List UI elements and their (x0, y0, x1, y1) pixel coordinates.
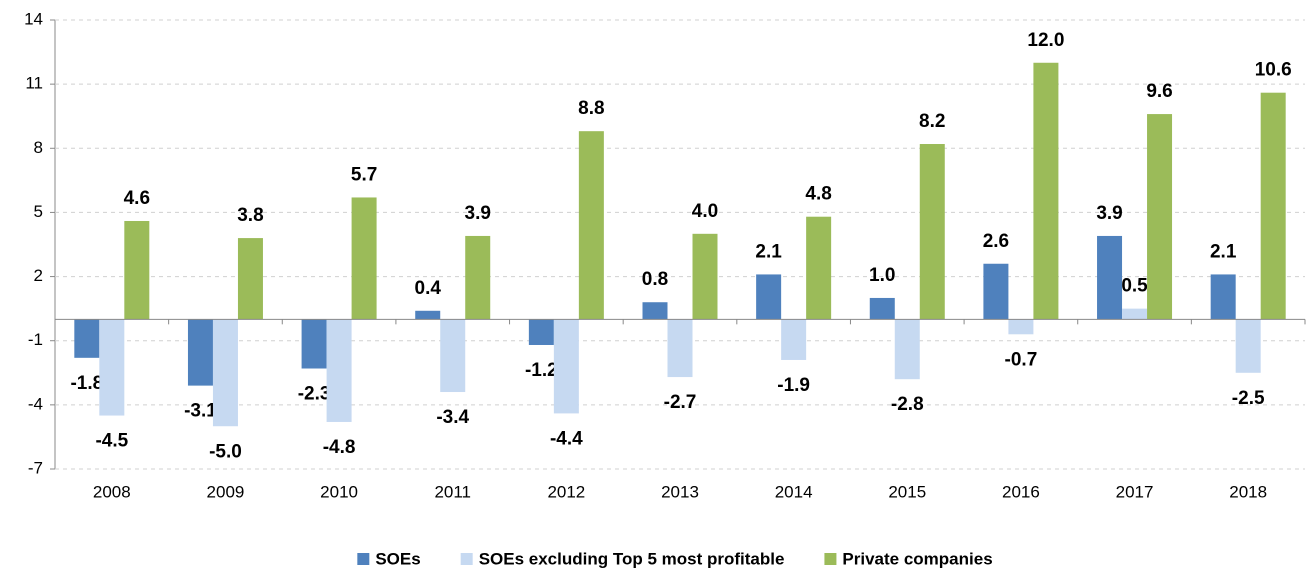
value-label: -1.2 (525, 360, 558, 381)
bar (756, 274, 782, 320)
value-label: 2.6 (983, 231, 1009, 252)
value-label: -2.5 (1232, 388, 1265, 409)
bar (642, 302, 668, 320)
bar (1147, 114, 1173, 320)
y-tick-label: 8 (34, 138, 43, 157)
bar (124, 220, 150, 320)
value-label: -1.8 (70, 373, 103, 394)
value-label: 0.8 (642, 269, 668, 290)
bar (440, 319, 466, 393)
bar (1235, 319, 1261, 373)
value-label: -3.1 (184, 401, 217, 422)
value-label: -2.8 (891, 394, 924, 415)
value-label: 4.8 (805, 184, 831, 205)
value-label: 10.6 (1255, 60, 1292, 81)
bar (869, 297, 895, 320)
x-tick-label: 2009 (207, 482, 245, 501)
bar (692, 233, 718, 320)
value-label: 2.1 (1210, 241, 1237, 262)
value-label: 12.0 (1027, 30, 1064, 51)
legend-swatch (824, 553, 837, 565)
legend-label: SOEs (375, 549, 420, 568)
bar (781, 319, 807, 360)
value-label: 3.8 (237, 205, 263, 226)
x-tick-label: 2008 (93, 482, 131, 501)
bar (1260, 92, 1286, 320)
bar (415, 310, 441, 320)
bar (1033, 62, 1059, 320)
value-label: -2.3 (298, 384, 331, 405)
value-label: -2.7 (664, 392, 697, 413)
value-label: 4.0 (692, 201, 718, 222)
y-tick-label: -7 (28, 458, 43, 477)
x-tick-label: 2017 (1116, 482, 1154, 501)
bar (806, 216, 832, 320)
bar (667, 319, 693, 378)
legend-swatch (460, 553, 473, 565)
value-label: 0.5 (1121, 276, 1148, 297)
value-label: -4.4 (550, 428, 583, 449)
value-label: -4.5 (95, 431, 128, 452)
x-tick-label: 2014 (775, 482, 813, 501)
bar (1210, 274, 1236, 320)
bar (553, 319, 579, 414)
value-label: 3.9 (1096, 203, 1122, 224)
value-label: -4.8 (323, 437, 356, 458)
bar (99, 319, 125, 416)
legend-label: SOEs excluding Top 5 most profitable (479, 549, 785, 568)
value-label: 3.9 (465, 203, 491, 224)
bar (1097, 235, 1123, 320)
y-tick-label: 11 (25, 74, 43, 93)
legend-swatch (357, 553, 370, 565)
value-label: 2.1 (755, 241, 782, 262)
y-tick-label: -1 (28, 330, 43, 349)
x-tick-label: 2018 (1229, 482, 1267, 501)
bar (894, 319, 920, 380)
value-label: -5.0 (209, 441, 242, 462)
value-label: 1.0 (869, 265, 895, 286)
bar (212, 319, 238, 427)
value-label: 0.4 (415, 278, 442, 299)
bar (187, 319, 213, 386)
value-label: 5.7 (351, 164, 377, 185)
value-label: 9.6 (1146, 81, 1172, 102)
bar (326, 319, 352, 422)
value-label: 4.6 (124, 188, 150, 209)
value-label: -0.7 (1005, 349, 1038, 370)
x-tick-label: 2011 (434, 482, 471, 501)
value-label: 8.2 (919, 111, 945, 132)
bar (983, 263, 1009, 320)
x-tick-label: 2016 (1002, 482, 1040, 501)
value-label: 8.8 (578, 98, 604, 119)
y-tick-label: 14 (24, 9, 43, 28)
bar (1008, 319, 1034, 335)
bar (919, 144, 945, 320)
x-tick-label: 2012 (547, 482, 585, 501)
bar (351, 197, 377, 320)
bar (301, 319, 327, 369)
bar (578, 131, 604, 320)
value-label: -1.9 (777, 375, 810, 396)
bar (1122, 308, 1148, 320)
value-label: -3.4 (436, 407, 469, 428)
bar (528, 319, 554, 345)
legend-label: Private companies (842, 549, 992, 568)
y-tick-label: 2 (34, 266, 43, 285)
bar (465, 235, 491, 320)
y-tick-label: -4 (28, 394, 43, 413)
bar (237, 238, 263, 320)
x-tick-label: 2013 (661, 482, 699, 501)
x-tick-label: 2010 (320, 482, 358, 501)
y-tick-label: 5 (34, 202, 43, 221)
x-tick-label: 2015 (888, 482, 926, 501)
bar (74, 319, 100, 358)
